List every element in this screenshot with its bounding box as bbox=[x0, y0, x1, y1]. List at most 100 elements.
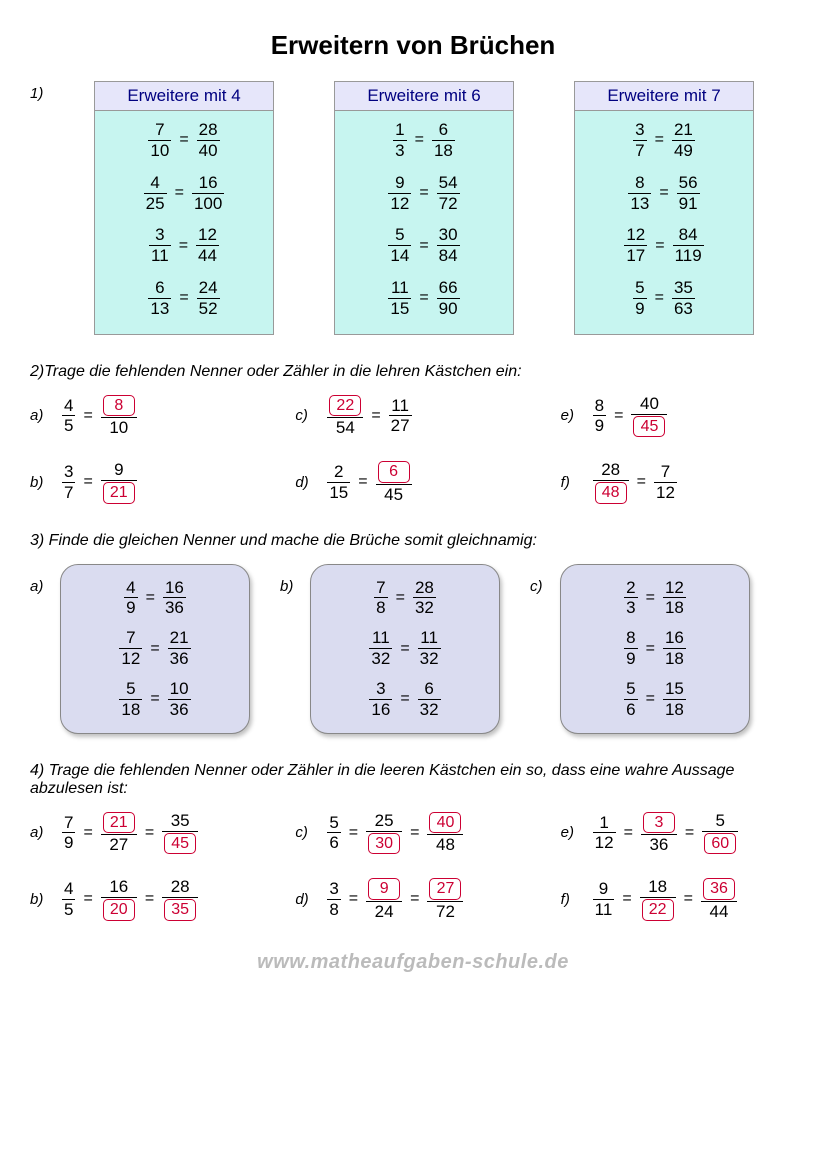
fraction-equation: 1115=6690 bbox=[388, 279, 459, 318]
fraction: 2149 bbox=[672, 121, 695, 160]
fraction: 3545 bbox=[162, 812, 198, 854]
expand-card: Erweitere mit 4710=2840425=16100311=1244… bbox=[94, 81, 274, 335]
item-letter: e) bbox=[561, 407, 583, 424]
common-denominator-panel: 78=2832 1132=1132 316=632 bbox=[310, 564, 500, 734]
item-letter: d) bbox=[295, 891, 317, 908]
fraction-equation: 89=4045 bbox=[593, 395, 668, 437]
fraction: 613 bbox=[148, 279, 171, 318]
fraction-equation: 311=1244 bbox=[149, 226, 219, 265]
fraction-equation: 112=336=560 bbox=[593, 812, 739, 854]
fraction: 924 bbox=[366, 878, 402, 920]
item-letter: f) bbox=[561, 474, 583, 491]
answer-box: 27 bbox=[429, 878, 461, 900]
fraction-equation: 518=1036 bbox=[119, 680, 190, 719]
fraction-equation: 45=810 bbox=[62, 395, 137, 437]
exercise-item: e) 89=4045 bbox=[561, 395, 796, 437]
exercise-item: c) 56=2530=4048 bbox=[295, 812, 530, 854]
fraction: 56 bbox=[624, 680, 637, 719]
answer-box: 45 bbox=[633, 416, 665, 438]
fraction-equation: 1132=1132 bbox=[369, 629, 440, 668]
fraction-equation: 38=924=2772 bbox=[327, 878, 463, 920]
exercise-item: b)45=1620=2835 bbox=[30, 878, 265, 920]
item-letter: c) bbox=[295, 824, 317, 841]
fraction: 712 bbox=[654, 463, 677, 502]
fraction: 1115 bbox=[388, 279, 411, 318]
fraction: 78 bbox=[374, 579, 387, 618]
fraction: 1620 bbox=[101, 878, 137, 920]
fraction-equation: 911=1822=3644 bbox=[593, 878, 737, 920]
page-title: Erweitern von Brüchen bbox=[30, 30, 796, 61]
fraction: 6690 bbox=[437, 279, 460, 318]
answer-box: 35 bbox=[164, 899, 196, 921]
fraction: 2254 bbox=[327, 395, 363, 437]
fraction: 49 bbox=[124, 579, 137, 618]
fraction-equation: 13=618 bbox=[393, 121, 455, 160]
section-4-prompt: 4) Trage die fehlenden Nenner oder Zähle… bbox=[30, 762, 796, 798]
fraction-equation: 49=1636 bbox=[124, 579, 186, 618]
answer-box: 21 bbox=[103, 482, 135, 504]
fraction: 514 bbox=[388, 226, 411, 265]
item-letter: d) bbox=[295, 474, 317, 491]
item-letter: b) bbox=[30, 891, 52, 908]
item-letter: e) bbox=[561, 824, 583, 841]
exercise-item: c)2254=1127 bbox=[295, 395, 530, 437]
fraction: 1132 bbox=[369, 629, 392, 668]
fraction: 813 bbox=[628, 174, 651, 213]
exercise-item: f) 911=1822=3644 bbox=[561, 878, 796, 920]
fraction-equation: 79=2127=3545 bbox=[62, 812, 198, 854]
exercise-item: a) 45=810 bbox=[30, 395, 265, 437]
answer-box: 40 bbox=[429, 812, 461, 834]
expand-card: Erweitere mit 737=2149813=56911217=84119… bbox=[574, 81, 754, 335]
fraction: 84119 bbox=[673, 226, 704, 265]
card-body: 37=2149813=56911217=8411959=3563 bbox=[574, 111, 754, 335]
panel-column: b)78=28321132=1132316=632 bbox=[280, 564, 500, 734]
fraction: 645 bbox=[376, 461, 412, 503]
fraction: 59 bbox=[633, 279, 646, 318]
fraction: 37 bbox=[62, 463, 75, 502]
fraction: 1036 bbox=[168, 680, 191, 719]
fraction-equation: 316=632 bbox=[369, 680, 440, 719]
section-2-prompt: 2)Trage die fehlenden Nenner oder Zähler… bbox=[30, 363, 796, 381]
fraction: 2840 bbox=[197, 121, 220, 160]
answer-box: 22 bbox=[642, 899, 674, 921]
fraction: 2832 bbox=[413, 579, 436, 618]
fraction-equation: 912=5472 bbox=[388, 174, 459, 213]
item-letter: f) bbox=[561, 891, 583, 908]
item-letter: a) bbox=[30, 407, 52, 424]
fraction: 1127 bbox=[389, 397, 412, 436]
exercise-item: b) 37=921 bbox=[30, 461, 265, 503]
fraction: 2772 bbox=[427, 878, 463, 920]
section-3-prompt: 3) Finde die gleichen Nenner und mache d… bbox=[30, 532, 796, 550]
fraction: 2835 bbox=[162, 878, 198, 920]
fraction-equation: 514=3084 bbox=[388, 226, 459, 265]
answer-box: 36 bbox=[703, 878, 735, 900]
fraction: 912 bbox=[388, 174, 411, 213]
fraction-equation: 37=921 bbox=[62, 461, 137, 503]
fraction: 425 bbox=[144, 174, 167, 213]
card-header: Erweitere mit 6 bbox=[334, 81, 514, 111]
card-header: Erweitere mit 7 bbox=[574, 81, 754, 111]
exercise-item: d) 38=924=2772 bbox=[295, 878, 530, 920]
answer-box: 20 bbox=[103, 899, 135, 921]
fraction: 560 bbox=[702, 812, 738, 854]
fraction: 1217 bbox=[624, 226, 647, 265]
fraction: 316 bbox=[369, 680, 392, 719]
panel-column: c)23=121889=161856=1518 bbox=[530, 564, 750, 734]
fraction: 3563 bbox=[672, 279, 695, 318]
fraction-equation: 37=2149 bbox=[633, 121, 695, 160]
answer-box: 30 bbox=[368, 833, 400, 855]
fraction: 13 bbox=[393, 121, 406, 160]
fraction: 710 bbox=[148, 121, 171, 160]
fraction: 1636 bbox=[163, 579, 186, 618]
fraction: 911 bbox=[593, 880, 615, 919]
item-letter: b) bbox=[30, 474, 52, 491]
fraction: 38 bbox=[327, 880, 340, 919]
fraction: 45 bbox=[62, 880, 75, 919]
fraction: 632 bbox=[418, 680, 441, 719]
fraction-equation: 710=2840 bbox=[148, 121, 219, 160]
panel-column: a)49=1636712=2136518=1036 bbox=[30, 564, 250, 734]
fraction-equation: 56=2530=4048 bbox=[327, 812, 463, 854]
fraction: 37 bbox=[633, 121, 646, 160]
fraction-equation: 78=2832 bbox=[374, 579, 436, 618]
fraction: 810 bbox=[101, 395, 137, 437]
